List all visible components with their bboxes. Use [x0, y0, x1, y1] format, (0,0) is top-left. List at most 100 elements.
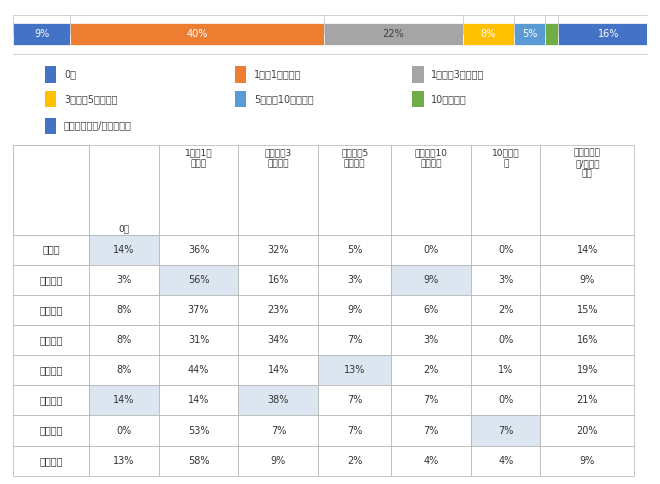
Bar	[541, 415, 634, 446]
Bar	[541, 385, 634, 415]
Text: 0円: 0円	[118, 224, 129, 233]
Bar	[318, 446, 391, 476]
Bar	[318, 355, 391, 385]
Bar	[238, 385, 318, 415]
Bar	[238, 295, 318, 325]
Text: 14%: 14%	[188, 395, 209, 406]
Text: 10万円以
上: 10万円以 上	[492, 149, 519, 168]
Text: 0%: 0%	[498, 335, 513, 345]
Text: 14%: 14%	[114, 244, 135, 255]
Bar	[13, 295, 89, 325]
Bar	[541, 295, 634, 325]
Text: 1円～1万
円未満: 1円～1万 円未満	[185, 149, 213, 168]
Text: 36%: 36%	[188, 244, 209, 255]
Text: 0%: 0%	[116, 425, 131, 436]
Bar	[89, 145, 158, 235]
Bar	[89, 265, 158, 295]
Bar	[235, 66, 246, 83]
Bar	[391, 325, 471, 355]
Text: 0円: 0円	[64, 70, 76, 79]
Bar	[545, 23, 558, 45]
Text: 中国地方: 中国地方	[40, 395, 63, 406]
Text: 9%: 9%	[579, 275, 595, 285]
Bar	[238, 235, 318, 265]
Bar	[70, 23, 323, 45]
Bar	[391, 355, 471, 385]
Text: 16%: 16%	[577, 335, 598, 345]
Text: 2%: 2%	[347, 456, 362, 466]
Text: 2%: 2%	[498, 305, 513, 315]
Bar	[541, 325, 634, 355]
Bar	[45, 66, 56, 83]
Bar	[13, 415, 89, 446]
Text: 0%: 0%	[498, 395, 513, 406]
Text: 3%: 3%	[498, 275, 513, 285]
Bar	[541, 265, 634, 295]
Bar	[471, 145, 541, 235]
Text: 8%: 8%	[116, 305, 131, 315]
Bar	[158, 265, 238, 295]
Text: １万円～3
万円未満: １万円～3 万円未満	[265, 149, 292, 168]
Bar	[158, 325, 238, 355]
Bar	[13, 145, 89, 235]
Bar	[318, 415, 391, 446]
Bar	[513, 23, 545, 45]
Bar	[318, 385, 391, 415]
Bar	[45, 118, 56, 134]
Bar	[318, 235, 391, 265]
Text: 9%: 9%	[347, 305, 362, 315]
Bar	[89, 355, 158, 385]
Bar	[13, 385, 89, 415]
Text: 14%: 14%	[577, 244, 598, 255]
Text: 0%: 0%	[498, 244, 513, 255]
Bar	[13, 145, 89, 235]
Bar	[13, 23, 70, 45]
Bar	[412, 66, 424, 83]
Bar	[471, 415, 541, 446]
Text: 15%: 15%	[577, 305, 598, 315]
Bar	[318, 295, 391, 325]
Text: 14%: 14%	[114, 395, 135, 406]
Text: 8%: 8%	[116, 335, 131, 345]
Text: 3万円～5万円未満: 3万円～5万円未満	[64, 94, 117, 105]
Text: 37%: 37%	[188, 305, 209, 315]
Text: 9%: 9%	[34, 29, 50, 39]
Text: 7%: 7%	[347, 395, 362, 406]
Bar	[391, 385, 471, 415]
Text: 31%: 31%	[188, 335, 209, 345]
Text: 44%: 44%	[188, 365, 209, 375]
Text: 5%: 5%	[522, 29, 537, 39]
Bar	[89, 295, 158, 325]
Bar	[158, 145, 238, 235]
Text: 0%: 0%	[424, 244, 439, 255]
Bar	[89, 415, 158, 446]
Text: 9%: 9%	[424, 275, 439, 285]
Bar	[471, 235, 541, 265]
Bar	[89, 235, 158, 265]
Text: 1%: 1%	[498, 365, 513, 375]
Text: 16%: 16%	[598, 29, 620, 39]
Bar	[391, 145, 471, 235]
Text: 8%: 8%	[116, 365, 131, 375]
Bar	[323, 23, 463, 45]
Text: 23%: 23%	[268, 305, 289, 315]
Bar	[471, 355, 541, 385]
Bar	[13, 235, 89, 265]
Text: ３万円～5
万円未満: ３万円～5 万円未満	[341, 149, 368, 168]
Text: 3%: 3%	[116, 275, 131, 285]
Bar	[238, 325, 318, 355]
Text: 10万円以上: 10万円以上	[432, 94, 467, 105]
Text: 8%: 8%	[480, 29, 496, 39]
Text: 13%: 13%	[344, 365, 366, 375]
Bar	[238, 145, 318, 235]
Text: 7%: 7%	[271, 425, 286, 436]
Bar	[238, 265, 318, 295]
Text: 38%: 38%	[268, 395, 289, 406]
Text: 九州地方: 九州地方	[40, 456, 63, 466]
Text: 32%: 32%	[268, 244, 289, 255]
Bar	[391, 265, 471, 295]
Bar	[471, 446, 541, 476]
Bar	[318, 145, 391, 235]
Text: 58%: 58%	[188, 456, 209, 466]
Text: 9%: 9%	[579, 456, 595, 466]
